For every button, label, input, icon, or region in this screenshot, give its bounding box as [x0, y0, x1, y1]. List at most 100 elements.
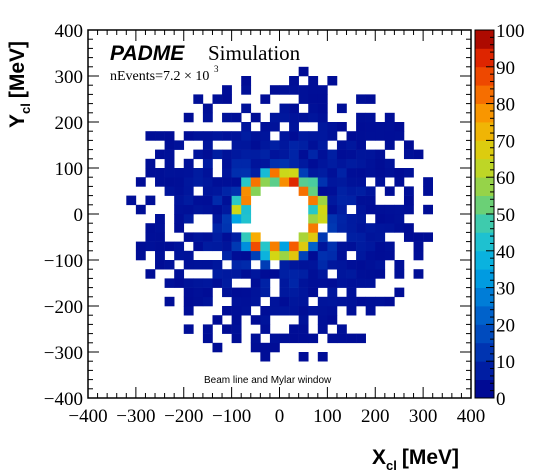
heatmap-cell: [375, 223, 386, 233]
heatmap-cell: [317, 352, 328, 362]
heatmap-cell: [289, 122, 299, 132]
heatmap-cell: [241, 140, 252, 150]
heatmap-cell: [212, 315, 223, 325]
heatmap-cell: [241, 204, 252, 215]
heatmap-cell: [289, 85, 299, 95]
heatmap-cell: [260, 260, 271, 270]
heatmap-cell: [346, 296, 357, 307]
heatmap-cell: [317, 278, 328, 288]
heatmap-cell: [250, 112, 261, 123]
heatmap-cell: [279, 333, 290, 344]
heatmap-cell: [308, 250, 319, 261]
heatmap-cell: [298, 260, 309, 270]
heatmap-cell: [145, 158, 156, 169]
heatmap-cell: [193, 204, 204, 215]
heatmap-cell: [174, 214, 185, 224]
heatmap-cell: [250, 287, 261, 298]
y-tick-label: −100: [44, 251, 83, 272]
heatmap-cell: [231, 131, 242, 141]
palette-segment: [475, 214, 494, 233]
heatmap-cell: [183, 324, 194, 334]
x-tick-label: −400: [68, 406, 107, 427]
heatmap-cell: [336, 186, 347, 196]
heatmap-cell: [308, 168, 319, 178]
heatmap-cell: [356, 140, 366, 150]
heatmap-cell: [212, 278, 223, 288]
palette-segment: [475, 232, 494, 252]
heatmap-cell: [164, 296, 175, 307]
heatmap-cell: [336, 223, 347, 233]
palette-segment: [475, 103, 494, 123]
heatmap-cell: [241, 306, 252, 316]
heatmap-cell: [327, 250, 338, 261]
heatmap-cell: [308, 140, 319, 150]
heatmap-cell: [356, 158, 366, 169]
heatmap-cell: [202, 232, 213, 242]
heatmap-cell: [327, 214, 338, 224]
heatmap-cell: [298, 131, 309, 141]
heatmap-cell: [365, 149, 376, 160]
heatmap-cell: [269, 177, 280, 187]
heatmap-cell: [365, 94, 376, 104]
heatmap-cell: [183, 232, 194, 242]
heatmap-cell: [298, 66, 309, 77]
heatmap-cell: [260, 241, 271, 252]
heatmap-cell: [135, 204, 146, 215]
heatmap-cell: [174, 250, 185, 261]
heatmap-cell: [174, 195, 185, 206]
heatmap-cell: [384, 204, 395, 215]
heatmap-cell: [327, 149, 338, 160]
heatmap-cell: [317, 103, 328, 114]
heatmap-cell: [423, 186, 433, 196]
heatmap-cell: [394, 177, 405, 187]
heatmap-cell: [356, 269, 366, 279]
heatmap-cell: [298, 85, 309, 95]
heatmap-cell: [145, 195, 156, 206]
heatmap-cell: [317, 315, 328, 325]
heatmap-cell: [289, 278, 299, 288]
heatmap-cell: [317, 140, 328, 150]
heatmap-cell: [269, 122, 280, 132]
heatmap-cell: [212, 342, 223, 353]
heatmap-cell: [317, 204, 328, 215]
heatmap-cell: [250, 241, 261, 252]
heatmap-cell: [222, 269, 232, 279]
heatmap-cell: [327, 158, 338, 169]
heatmap-cell: [241, 122, 252, 132]
y-tick-label: 200: [55, 113, 84, 134]
heatmap-cell: [423, 232, 433, 242]
heatmap-cell: [250, 158, 261, 169]
heatmap-cell: [202, 260, 213, 270]
heatmap-cell: [202, 296, 213, 307]
heatmap-cell: [298, 278, 309, 288]
heatmap-cell: [164, 186, 175, 196]
heatmap-cell: [356, 278, 366, 288]
y-axis-name: Y: [6, 114, 29, 128]
heatmap-cell: [327, 287, 338, 298]
heatmap-cell: [346, 158, 357, 169]
heatmap-cell: [365, 112, 376, 123]
heatmap-cell: [365, 278, 376, 288]
heatmap-cell: [269, 149, 280, 160]
heatmap-cell: [193, 94, 204, 104]
y-tick-labels: 400 300 200 100 0 −100 −200 −300 −400: [44, 21, 83, 410]
heatmap-cell: [413, 149, 424, 160]
heatmap-cell: [289, 287, 299, 298]
heatmap-cell: [356, 232, 366, 242]
heatmap-cell: [308, 186, 319, 196]
heatmap-cell: [174, 278, 185, 288]
heatmap-cell: [375, 149, 386, 160]
heatmap-cell: [183, 306, 194, 316]
heatmap-cell: [394, 287, 405, 298]
heatmap-cell: [298, 315, 309, 325]
heatmap-cell: [279, 306, 290, 316]
heatmap-cell: [375, 122, 386, 132]
heatmap-cell: [336, 149, 347, 160]
heatmap-cell: [403, 140, 414, 150]
heatmap-cell: [308, 76, 319, 86]
heatmap-cell: [298, 140, 309, 150]
heatmap-cell: [346, 241, 357, 252]
heatmap-cell: [231, 315, 242, 325]
heatmap-cell: [260, 158, 271, 169]
